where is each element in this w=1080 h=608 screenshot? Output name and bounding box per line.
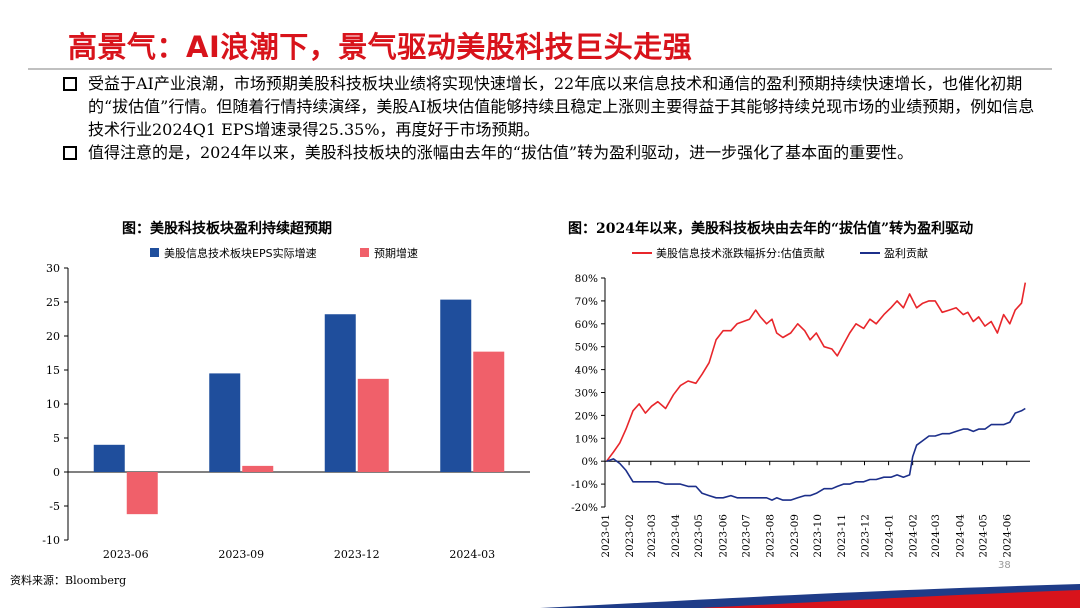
bullet-text: 值得注意的是，2024年以来，美股科技板块的涨幅由去年的“拔估值”转为盈利驱动，… (88, 143, 914, 162)
checkbox-bullet-icon (63, 77, 77, 91)
bullet-text: 受益于AI产业浪潮，市场预期美股科技板块业绩将实现快速增长，22年底以来信息技术… (88, 74, 1035, 139)
bar (209, 373, 241, 472)
x-tick-label: 2023-03 (646, 514, 658, 558)
y-tick-label: -10 (42, 534, 60, 547)
y-tick-label: -20% (571, 502, 598, 514)
x-tick-label: 2024-05 (978, 514, 990, 558)
y-tick-label: -5 (49, 500, 60, 513)
y-tick-label: 10% (575, 433, 598, 445)
page-title: 高景气：AI浪潮下，景气驱动美股科技巨头走强 (68, 30, 693, 64)
legend-label: 美股信息技术涨跌幅拆分:估值贡献 (656, 246, 825, 260)
y-tick-label: 60% (575, 319, 598, 331)
x-tick-label: 2023-05 (693, 514, 705, 558)
y-tick-label: 30% (575, 388, 598, 400)
x-tick-label: 2023-09 (218, 548, 264, 561)
y-tick-label: 20 (46, 330, 60, 343)
x-tick-label: 2024-04 (954, 514, 966, 558)
x-tick-label: 2023-06 (103, 548, 149, 561)
x-tick-label: 2024-03 (930, 514, 942, 558)
legend-label: 美股信息技术板块EPS实际增速 (164, 246, 317, 260)
y-tick-label: 30 (46, 262, 60, 275)
y-tick-label: 25 (46, 296, 60, 309)
y-tick-label: 10 (46, 398, 60, 411)
series-line (606, 407, 1026, 501)
x-tick-label: 2023-04 (670, 514, 682, 558)
y-tick-label: -10% (571, 479, 598, 491)
y-tick-label: 5 (53, 432, 60, 445)
checkbox-bullet-icon (63, 146, 77, 160)
legend-swatch (360, 248, 369, 257)
x-tick-label: 2024-02 (908, 514, 920, 558)
legend-label: 盈利贡献 (884, 246, 928, 260)
line-chart: -20% -10% 0% 10% 20% 30% 40% 50% 60% 70% 80% 2023-0… (571, 246, 1030, 558)
x-tick-label: 2023-02 (624, 514, 636, 558)
x-tick-label: 2023-07 (741, 514, 753, 558)
bar (93, 444, 125, 472)
x-tick-label: 2024-03 (449, 548, 495, 561)
y-tick-label: 15 (46, 364, 60, 377)
x-tick-label: 2024-06 (1002, 514, 1014, 558)
x-tick-label: 2024-01 (884, 514, 896, 558)
series-line (605, 282, 1027, 462)
y-tick-label: 20% (575, 410, 598, 422)
bar (357, 378, 389, 472)
bullet-list: 受益于AI产业浪潮，市场预期美股科技板块业绩将实现快速增长，22年底以来信息技术… (62, 72, 1042, 164)
x-tick-label: 2023-12 (334, 548, 380, 561)
footer-swoosh-decoration (540, 584, 1080, 608)
bullet-item: 受益于AI产业浪潮，市场预期美股科技板块业绩将实现快速增长，22年底以来信息技术… (62, 72, 1042, 141)
y-tick-label: 0 (53, 466, 60, 479)
bar-chart-title: 图：美股科技板块盈利持续超预期 (122, 221, 332, 237)
x-tick-label: 2023-01 (600, 514, 612, 558)
x-tick-label: 2023-09 (789, 514, 801, 558)
bar (440, 299, 472, 472)
x-tick-label: 2023-11 (836, 514, 848, 558)
source-note: 资料来源：Bloomberg (10, 574, 127, 587)
y-tick-label: 70% (575, 296, 598, 308)
x-tick-label: 2023-06 (717, 514, 729, 558)
y-tick-label: 80% (575, 273, 598, 285)
legend-label: 预期增速 (374, 246, 418, 260)
bar (324, 314, 356, 472)
y-tick-label: 50% (575, 342, 598, 354)
bar (473, 351, 505, 472)
bar (242, 465, 274, 472)
x-tick-label: 2023-10 (812, 514, 824, 558)
line-chart-title: 图：2024年以来，美股科技板块由去年的“拔估值”转为盈利驱动 (568, 221, 974, 237)
bar-chart: -10 -5 0 5 10 15 20 25 30 2023-06 2023-09 2023-12 20… (42, 246, 530, 561)
y-tick-label: 40% (575, 365, 598, 377)
bullet-item: 值得注意的是，2024年以来，美股科技板块的涨幅由去年的“拔估值”转为盈利驱动，… (62, 141, 1042, 164)
title-divider (28, 68, 1052, 70)
bar (126, 472, 158, 515)
legend-swatch (150, 248, 159, 257)
page-number: 38 (998, 560, 1011, 571)
y-tick-label: 0% (581, 456, 598, 468)
x-tick-label: 2023-12 (860, 514, 872, 558)
x-tick-label: 2023-08 (765, 514, 777, 558)
